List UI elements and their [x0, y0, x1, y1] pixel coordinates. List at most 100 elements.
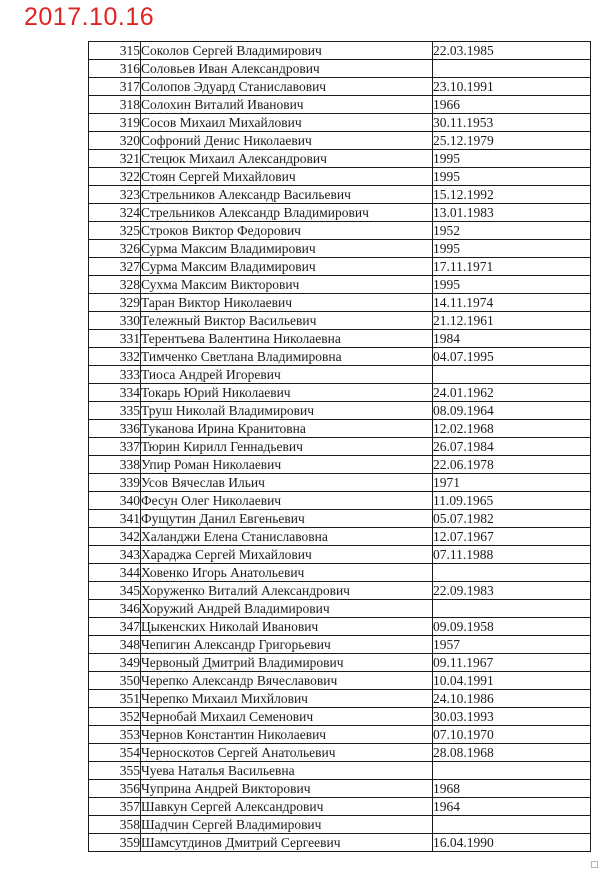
misspelled-word: Ховенко	[141, 565, 189, 580]
misspelled-word: Сухма	[141, 277, 178, 292]
full-name-cell: Фесун Олег Николаевич	[140, 491, 433, 510]
birth-date-cell: 17.11.1971	[432, 257, 591, 276]
full-name-cell: Солопов Эдуард Станиславович	[140, 77, 433, 96]
full-name-cell: Чуприна Андрей Викторович	[140, 779, 433, 798]
row-number-cell: 345	[88, 581, 141, 600]
birth-date-cell: 28.08.1968	[432, 743, 591, 762]
row-number-cell: 320	[88, 131, 141, 150]
full-name-cell: Строков Виктор Федорович	[140, 221, 433, 240]
full-name-cell: Упир Роман Николаевич	[140, 455, 433, 474]
full-name-cell: Тимченко Светлана Владимировна	[140, 347, 433, 366]
table-row: 346 Хоружий Андрей Владимирович	[88, 599, 591, 618]
birth-date-cell: 23.10.1991	[432, 77, 591, 96]
row-number-cell: 331	[88, 329, 141, 348]
full-name-cell: Шамсутдинов Дмитрий Сергеевич	[140, 833, 433, 852]
birth-date-cell: 1968	[432, 779, 591, 798]
table-row: 352 Чернобай Михаил Семенович 30.03.1993	[88, 707, 591, 726]
birth-date-cell: 22.09.1983	[432, 581, 591, 600]
misspelled-word: Халанджи	[141, 529, 201, 544]
row-number-cell: 351	[88, 689, 141, 708]
row-number-cell: 355	[88, 761, 141, 780]
birth-date-cell: 1995	[432, 239, 591, 258]
full-name-cell: Сосов Михаил Михайлович	[140, 113, 433, 132]
row-number-cell: 326	[88, 239, 141, 258]
table-row: 333 Тиоса Андрей Игоревич	[88, 365, 591, 384]
table-row: 323 Стрельников Александр Васильевич 15.12…	[88, 185, 591, 204]
row-number-cell: 332	[88, 347, 141, 366]
misspelled-word: Солохин	[141, 97, 191, 112]
full-name-cell: Туканова Ирина Кранитовна	[140, 419, 433, 438]
misspelled-word: Черепко	[141, 673, 189, 688]
birth-date-cell: 30.11.1953	[432, 113, 591, 132]
row-number-cell: 349	[88, 653, 141, 672]
full-name-cell: Стрельников Александр Васильевич	[140, 185, 433, 204]
full-name-cell: Сурма Максим Владимирович	[140, 239, 433, 258]
table-row: 340 Фесун Олег Николаевич 11.09.1965	[88, 491, 591, 510]
birth-date-cell: 1952	[432, 221, 591, 240]
full-name-cell: Чепигин Александр Григорьевич	[140, 635, 433, 654]
misspelled-word: Стоян	[141, 169, 176, 184]
row-number-cell: 356	[88, 779, 141, 798]
full-name-cell: Таран Виктор Николаевич	[140, 293, 433, 312]
misspelled-word: Чепигин	[141, 637, 191, 652]
birth-date-cell: 15.12.1992	[432, 185, 591, 204]
misspelled-word: Хоружий	[141, 601, 194, 616]
birth-date-cell: 08.09.1964	[432, 401, 591, 420]
row-number-cell: 323	[88, 185, 141, 204]
full-name-cell: Шавкун Сергей Александрович	[140, 797, 433, 816]
misspelled-word: Шавкун	[141, 799, 188, 814]
row-number-cell: 352	[88, 707, 141, 726]
birth-date-cell: 09.09.1958	[432, 617, 591, 636]
misspelled-word: Сосов	[141, 115, 177, 130]
birth-date-cell: 1995	[432, 149, 591, 168]
birth-date-cell: 1966	[432, 95, 591, 114]
birth-date-cell: 1957	[432, 635, 591, 654]
table-resize-handle-square[interactable]	[591, 861, 598, 868]
table-row: 322 Стоян Сергей Михайлович 1995	[88, 167, 591, 186]
row-number-cell: 334	[88, 383, 141, 402]
full-name-cell: Терентьева Валентина Николаевна	[140, 329, 433, 348]
row-number-cell: 340	[88, 491, 141, 510]
full-name-cell: Халанджи Елена Станиславовна	[140, 527, 433, 546]
row-number-cell: 325	[88, 221, 141, 240]
misspelled-word: Софроний	[141, 133, 201, 148]
row-number-cell: 344	[88, 563, 141, 582]
misspelled-word: Стрельников	[141, 205, 215, 220]
birth-date-cell: 1984	[432, 329, 591, 348]
table-row: 354 Черноскотов Сергей Анатольевич 28.08.1…	[88, 743, 591, 762]
row-number-cell: 321	[88, 149, 141, 168]
table-row: 345 Хоруженко Виталий Александрович 22.09.…	[88, 581, 591, 600]
birth-date-cell: 12.02.1968	[432, 419, 591, 438]
birth-date-cell: 11.09.1965	[432, 491, 591, 510]
misspelled-word: Стрельников	[141, 187, 215, 202]
birth-date-cell	[432, 365, 591, 384]
full-name-cell: Черепко Михаил Михйлович	[140, 689, 433, 708]
table-row: 359 Шамсутдинов Дмитрий Сергеевич 16.04.19…	[88, 833, 591, 852]
row-number-cell: 354	[88, 743, 141, 762]
table-row: 348 Чепигин Александр Григорьевич 1957	[88, 635, 591, 654]
birth-date-cell: 1995	[432, 167, 591, 186]
row-number-cell: 318	[88, 95, 141, 114]
row-number-cell: 329	[88, 293, 141, 312]
birth-date-cell: 09.11.1967	[432, 653, 591, 672]
table-row: 324 Стрельников Александр Владимирович 13.…	[88, 203, 591, 222]
full-name-cell: Тележный Виктор Васильевич	[140, 311, 433, 330]
table-row: 335 Труш Николай Владимирович 08.09.1964	[88, 401, 591, 420]
birth-date-cell: 25.12.1979	[432, 131, 591, 150]
birth-date-cell	[432, 815, 591, 834]
misspelled-word: Фесун	[141, 493, 178, 508]
misspelled-word: Туканова	[141, 421, 194, 436]
birth-date-cell: 13.01.1983	[432, 203, 591, 222]
birth-date-cell: 04.07.1995	[432, 347, 591, 366]
full-name-cell: Сухма Максим Викторович	[140, 275, 433, 294]
row-number-cell: 350	[88, 671, 141, 690]
row-number-cell: 347	[88, 617, 141, 636]
table-row: 317 Солопов Эдуард Станиславович 23.10.199…	[88, 77, 591, 96]
table-row: 347 Цыкенских Николай Иванович 09.09.1958	[88, 617, 591, 636]
table-row: 327 Сурма Максим Владимирович 17.11.1971	[88, 257, 591, 276]
birth-date-cell: 22.06.1978	[432, 455, 591, 474]
table-row: 325 Строков Виктор Федорович 1952	[88, 221, 591, 240]
full-name-cell: Чернобай Михаил Семенович	[140, 707, 433, 726]
birth-date-cell	[432, 59, 591, 78]
birth-date-cell: 16.04.1990	[432, 833, 591, 852]
